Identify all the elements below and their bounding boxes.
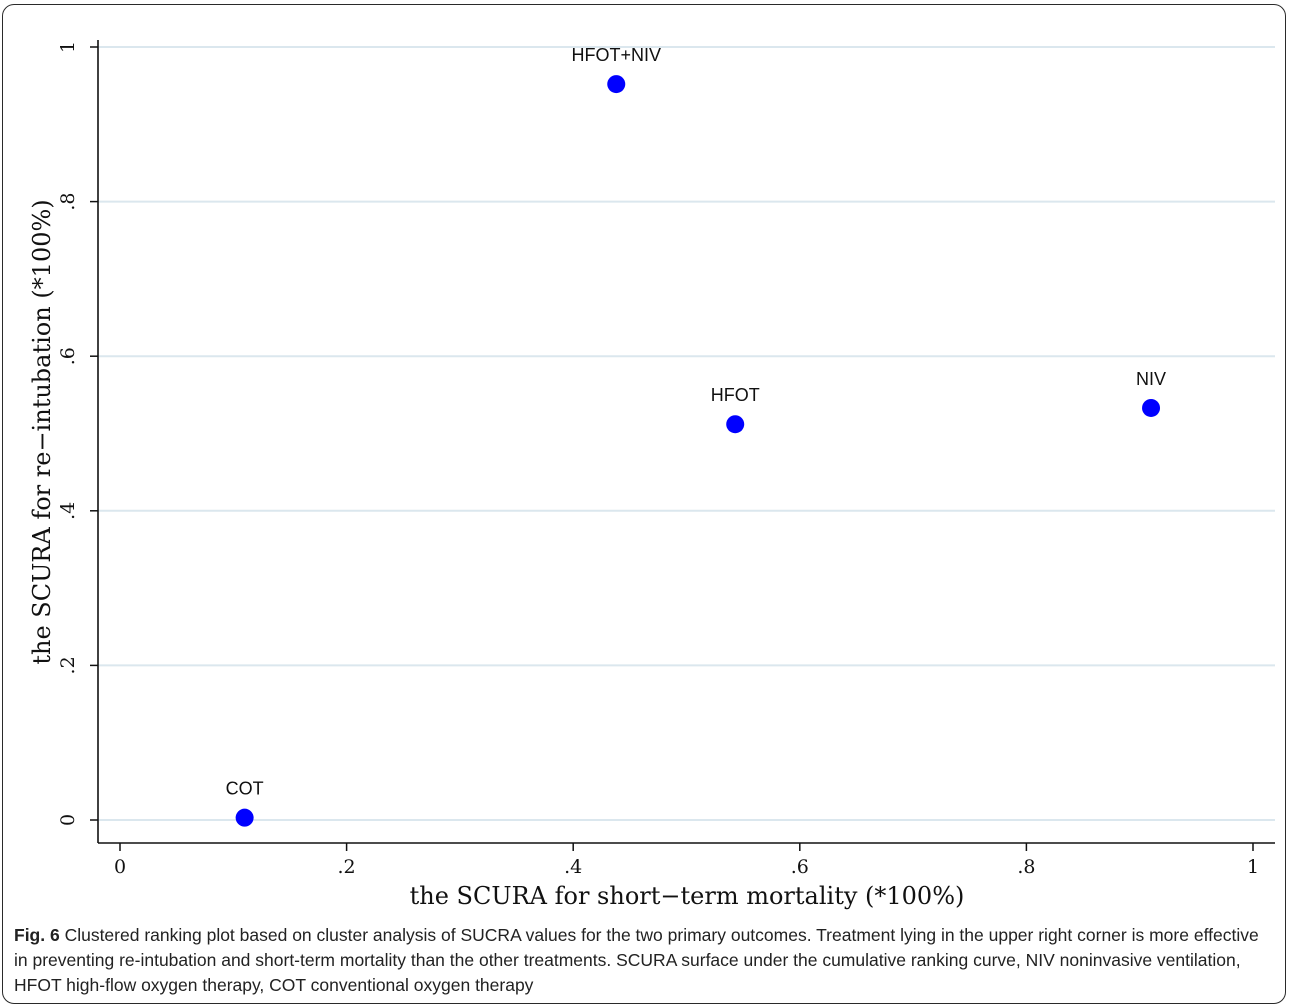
data-points: HFOT+NIV HFOT NIV COT (226, 45, 1166, 827)
data-point-label: HFOT+NIV (571, 45, 661, 65)
y-tick-label: .4 (57, 502, 79, 520)
y-tick-label: 1 (57, 41, 79, 53)
x-ticks: 0 .2 .4 .6 .8 1 (114, 843, 1259, 878)
data-point-label: HFOT (711, 385, 760, 405)
data-point (607, 75, 626, 94)
caption-text: Clustered ranking plot based on cluster … (14, 925, 1259, 995)
y-tick-label: .6 (57, 347, 79, 365)
figure-caption: Fig. 6 Clustered ranking plot based on c… (14, 923, 1276, 998)
scatter-plot: 0 .2 .4 .6 .8 1 0 .2 .4 .6 .8 1 HFOT+NIV HFOT NIV COT… (28, 40, 1275, 910)
caption-label: Fig. 6 (14, 925, 60, 945)
x-axis-title: the SCURA for short−term mortality (*100… (410, 882, 965, 910)
x-tick-label: .8 (1017, 856, 1035, 878)
x-tick-label: 1 (1247, 856, 1259, 878)
y-axis-title: the SCURA for re−intubation (*100%) (28, 199, 56, 664)
data-point-label: NIV (1136, 369, 1166, 389)
data-point (235, 808, 254, 827)
x-tick-label: .6 (791, 856, 809, 878)
data-point (726, 415, 745, 434)
y-tick-label: .8 (57, 193, 79, 211)
y-tick-label: 0 (57, 814, 79, 826)
x-tick-label: .4 (564, 856, 582, 878)
x-tick-label: 0 (114, 856, 126, 878)
x-tick-label: .2 (338, 856, 356, 878)
gridlines (98, 46, 1275, 821)
data-point (1142, 398, 1161, 417)
figure-frame (2, 4, 1286, 1004)
y-tick-label: .2 (57, 656, 79, 674)
data-point-label: COT (226, 779, 264, 799)
y-ticks: 0 .2 .4 .6 .8 1 (57, 41, 98, 826)
